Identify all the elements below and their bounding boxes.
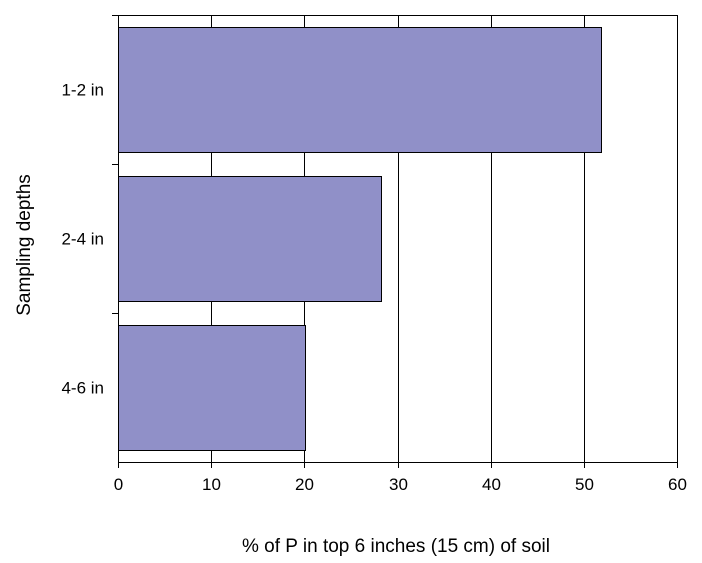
bars (118, 27, 602, 451)
bar-1-2-in (118, 27, 602, 153)
x-tick-label: 20 (295, 475, 314, 494)
y-category-label: 2-4 in (61, 230, 104, 249)
x-tick-label: 0 (114, 475, 123, 494)
x-tick-label: 10 (202, 475, 221, 494)
x-tick-label: 40 (482, 475, 501, 494)
x-axis-title: % of P in top 6 inches (15 cm) of soil (242, 536, 550, 557)
bar-4-6-in (118, 325, 306, 451)
y-category-label: 4-6 in (61, 379, 104, 398)
y-axis-title: Sampling depths (14, 174, 35, 316)
x-tick-label: 30 (389, 475, 408, 494)
bar-2-4-in (118, 176, 382, 302)
y-category-label: 1-2 in (61, 81, 104, 100)
x-tick-label: 50 (575, 475, 594, 494)
labels: 0 10 20 30 40 50 60 1-2 in 2-4 in 4-6 in (61, 81, 686, 495)
axes (112, 15, 678, 468)
x-tick-label: 60 (668, 475, 687, 494)
